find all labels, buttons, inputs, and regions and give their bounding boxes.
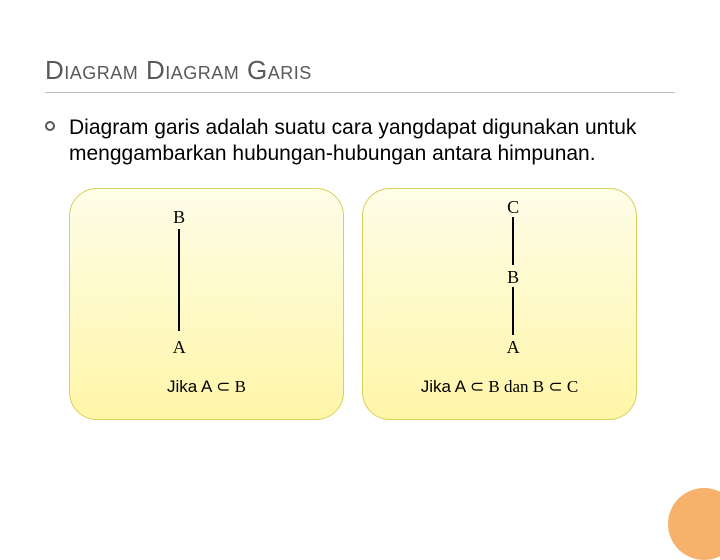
page-title: Diagram Diagram Garis	[45, 55, 675, 86]
node-c: C	[507, 197, 519, 218]
caption-right-math: ⊂ B dan B ⊂ C	[470, 377, 578, 396]
bullet-item: Diagram garis adalah suatu cara yangdapa…	[45, 115, 675, 168]
edge-b-c	[512, 217, 514, 265]
diagram-panel-left: B A Jika A ⊂ B	[69, 188, 344, 420]
body-text: Diagram garis adalah suatu cara yangdapa…	[69, 115, 675, 168]
node-b: B	[173, 207, 185, 228]
edge-a-b	[178, 229, 180, 331]
diagram-panel-right: C B A Jika A ⊂ B dan B ⊂ C	[362, 188, 637, 420]
node-a: A	[173, 337, 186, 358]
edge-a-b-right	[512, 287, 514, 335]
caption-right-prefix: Jika A	[421, 377, 470, 396]
caption-left-prefix: Jika A	[167, 377, 216, 396]
node-a-right: A	[507, 337, 520, 358]
corner-decoration	[668, 488, 720, 560]
caption-right: Jika A ⊂ B dan B ⊂ C	[421, 377, 578, 397]
diagram-panels: B A Jika A ⊂ B C B A Jika A ⊂ B dan B ⊂ …	[69, 188, 675, 420]
node-b-right: B	[507, 267, 519, 288]
bullet-icon	[45, 121, 55, 131]
caption-left-math: ⊂ B	[216, 377, 246, 396]
caption-left: Jika A ⊂ B	[167, 377, 246, 397]
title-underline	[45, 92, 675, 93]
